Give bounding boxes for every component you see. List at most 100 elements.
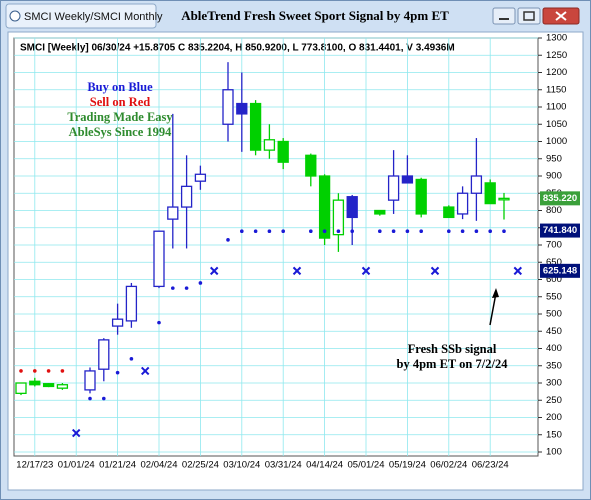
y-tick-label: 400 bbox=[546, 343, 562, 354]
chart-header: SMCI [Weekly] 06/30/24 +15.8705 C 835.22… bbox=[20, 43, 455, 54]
y-tick-label: 950 bbox=[546, 153, 562, 164]
y-tick-label: 500 bbox=[546, 309, 562, 320]
annotation-arrow bbox=[489, 292, 497, 326]
tab[interactable] bbox=[5, 3, 157, 29]
annotation: by 4pm ET on 7/2/24 bbox=[397, 357, 509, 371]
candle-body bbox=[98, 339, 110, 370]
signal-dot bbox=[309, 229, 313, 233]
note: Sell on Red bbox=[90, 95, 150, 109]
grid bbox=[14, 37, 542, 456]
candle-body bbox=[346, 196, 358, 219]
candle-body bbox=[249, 102, 262, 151]
y-tick-label: 450 bbox=[546, 326, 562, 337]
y-tick-label: 1300 bbox=[546, 33, 567, 44]
candle-body bbox=[318, 175, 331, 239]
signal-dot bbox=[391, 229, 396, 233]
signal-dot bbox=[33, 369, 37, 373]
signal-dot bbox=[19, 369, 23, 373]
signal-dot bbox=[253, 229, 258, 233]
signal-dot bbox=[419, 229, 424, 233]
y-tick-label: 900 bbox=[546, 171, 562, 182]
signal-dot bbox=[405, 229, 410, 233]
candle-body bbox=[484, 182, 496, 205]
tab-label[interactable]: SMCI Weekly/SMCI Monthly bbox=[24, 11, 163, 23]
annotation: Fresh SSb signal bbox=[408, 342, 497, 356]
signal-dot bbox=[267, 229, 272, 233]
candle-body bbox=[167, 206, 179, 220]
signal-dot bbox=[322, 229, 327, 233]
price-tag bbox=[540, 223, 580, 238]
candle-body bbox=[415, 178, 427, 215]
candle-body bbox=[456, 192, 469, 215]
y-tick-label: 650 bbox=[546, 257, 562, 268]
note: Trading Made Easy bbox=[67, 110, 173, 124]
signal-dot bbox=[336, 229, 341, 233]
signal-dot bbox=[46, 369, 51, 373]
signal-dot bbox=[502, 229, 506, 233]
candle-body bbox=[401, 175, 414, 184]
y-tick-label: 300 bbox=[546, 378, 562, 389]
candle-body bbox=[194, 173, 207, 182]
signal-dot bbox=[129, 357, 134, 361]
y-tick-label: 800 bbox=[546, 205, 562, 216]
note: Buy on Blue bbox=[87, 80, 153, 94]
maximize-icon bbox=[523, 11, 535, 21]
note: AbleSys Since 1994 bbox=[69, 125, 173, 139]
x-tick-label: 03/10/24 bbox=[223, 460, 260, 471]
candle-body bbox=[42, 383, 55, 388]
minimize-button[interactable] bbox=[492, 7, 516, 25]
signal-dot bbox=[171, 286, 175, 290]
price-tag bbox=[540, 263, 580, 278]
x-marker bbox=[430, 266, 440, 276]
candle-body bbox=[153, 230, 165, 288]
maximize-button[interactable] bbox=[517, 7, 541, 25]
annotation-arrowhead bbox=[492, 288, 499, 298]
candle-body bbox=[56, 384, 69, 389]
y-tick-label: 350 bbox=[546, 360, 562, 371]
signal-dot bbox=[460, 229, 465, 233]
candle-body bbox=[470, 175, 483, 194]
x-marker bbox=[140, 366, 150, 376]
candle-body bbox=[305, 154, 317, 177]
signal-dot bbox=[102, 396, 106, 401]
close-icon bbox=[555, 11, 567, 21]
marks bbox=[15, 62, 523, 438]
x-tick-label: 06/23/24 bbox=[472, 460, 509, 471]
x-tick-label: 03/31/24 bbox=[265, 460, 302, 471]
candle-body bbox=[263, 139, 276, 151]
plot-area bbox=[13, 37, 539, 457]
x-marker bbox=[292, 266, 302, 276]
signal-dot bbox=[447, 229, 451, 233]
candle-body bbox=[498, 197, 510, 201]
signal-dot bbox=[88, 396, 92, 401]
y-tick-label: 1200 bbox=[546, 67, 567, 78]
x-tick-label: 01/21/24 bbox=[99, 460, 136, 471]
candle-body bbox=[374, 209, 386, 215]
price-tag-label: 625.148 bbox=[543, 265, 577, 276]
price-tag-label: 741.840 bbox=[543, 225, 577, 236]
signal-dot bbox=[281, 229, 286, 233]
price-tag-label: 835.220 bbox=[543, 193, 577, 204]
candle-body bbox=[277, 140, 289, 163]
y-tick-label: 700 bbox=[546, 240, 562, 251]
signal-dot bbox=[60, 369, 65, 373]
candle-body bbox=[180, 185, 193, 208]
candle-body bbox=[125, 285, 138, 322]
candle-body bbox=[15, 382, 27, 395]
signal-dot bbox=[226, 238, 230, 242]
candle-body bbox=[236, 102, 248, 115]
candle-body bbox=[332, 199, 345, 236]
x-marker bbox=[513, 266, 523, 276]
x-tick-label: 05/01/24 bbox=[348, 460, 385, 471]
y-tick-label: 1050 bbox=[546, 119, 567, 130]
signal-dot bbox=[198, 281, 203, 285]
x-tick-label: 06/02/24 bbox=[430, 460, 467, 471]
signal-dot bbox=[157, 320, 161, 325]
y-tick-label: 1000 bbox=[546, 136, 567, 147]
candle-body bbox=[387, 175, 400, 201]
candle-body bbox=[111, 318, 124, 327]
x-tick-label: 02/04/24 bbox=[141, 460, 178, 471]
tab-icon bbox=[9, 10, 21, 22]
signal-dot bbox=[378, 229, 382, 233]
window-title: AbleTrend Fresh Sweet Sport Signal by 4p… bbox=[181, 8, 449, 23]
